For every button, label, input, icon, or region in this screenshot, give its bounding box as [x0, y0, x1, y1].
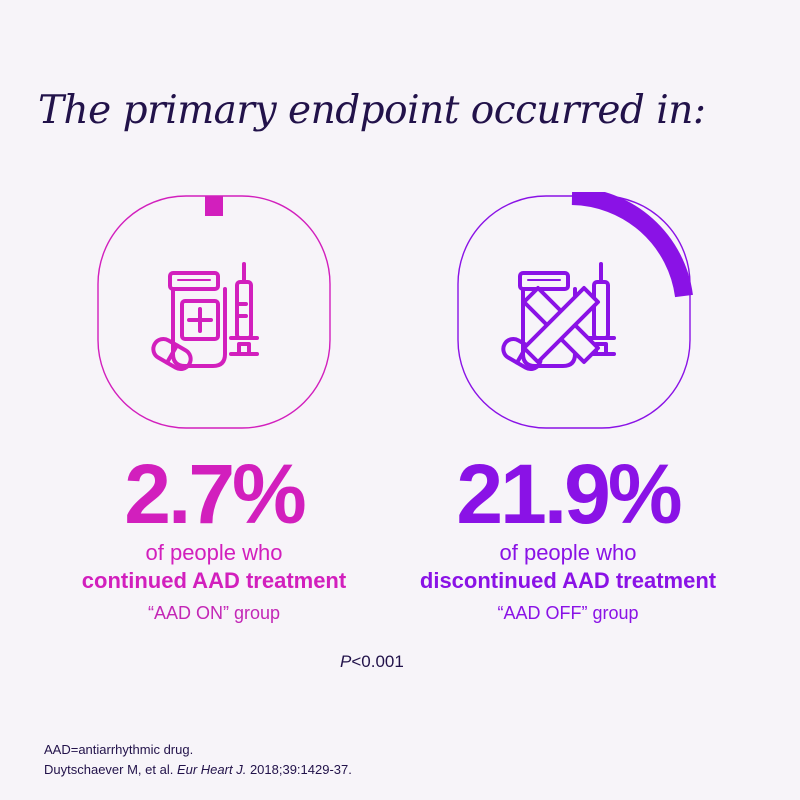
medication-icon: [151, 262, 259, 371]
stat-description: of people who: [499, 540, 637, 565]
p-symbol: P: [340, 652, 352, 671]
citation-authors: Duytschaever M, et al.: [44, 762, 174, 777]
stat-description: of people who: [145, 540, 283, 565]
ring-aad-on-graphic: [97, 195, 331, 429]
stat-aad-on: 2.7% of people who continued AAD treatme…: [54, 448, 374, 630]
progress-arc-aad-off: [571, 192, 693, 298]
p-value: P<0.001: [340, 652, 440, 672]
ring-aad-on: [94, 192, 334, 432]
p-value-text: <0.001: [351, 652, 404, 671]
medication-crossed-icon: [501, 262, 616, 371]
stat-group-label: “AAD OFF” group: [497, 603, 639, 623]
stat-group-description: discontinued AAD treatment: [419, 568, 717, 593]
stat-group-description: continued AAD treatment: [81, 568, 347, 593]
citation-journal: Eur Heart J.: [176, 762, 247, 777]
ring-aad-off-graphic: [457, 192, 693, 429]
stat-value: 2.7%: [124, 447, 306, 541]
ring-outline: [97, 195, 331, 429]
headline: The primary endpoint occurred in:: [38, 88, 706, 133]
stat-group-label: “AAD ON” group: [147, 603, 281, 623]
footnote-citation: Duytschaever M, et al. Eur Heart J. 2018…: [44, 760, 352, 780]
citation-details: 2018;39:1429-37.: [249, 762, 352, 777]
stat-value: 21.9%: [456, 447, 682, 541]
footnote: AAD=antiarrhythmic drug. Duytschaever M,…: [44, 740, 352, 780]
ring-aad-off: [454, 192, 694, 432]
stat-aad-off: 21.9% of people who discontinued AAD tre…: [408, 448, 728, 630]
footnote-definition: AAD=antiarrhythmic drug.: [44, 742, 194, 757]
